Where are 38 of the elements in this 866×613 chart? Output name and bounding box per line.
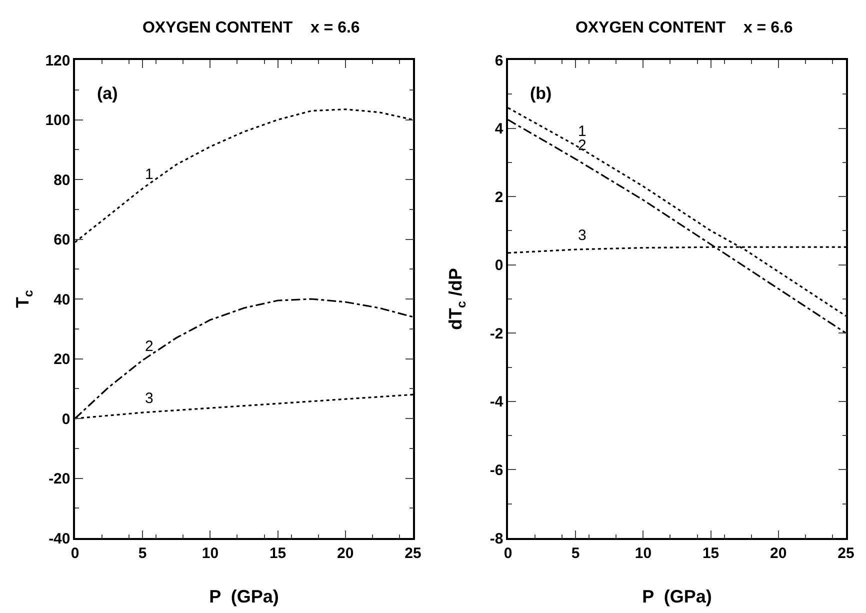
y-tick-label: -2 — [490, 325, 504, 342]
series-label: 2 — [145, 338, 154, 355]
y-tick-label: 0 — [494, 257, 504, 274]
annotation: (a) — [97, 84, 118, 103]
y-tick-label: 4 — [494, 120, 504, 138]
y-tick-label: 2 — [494, 188, 504, 206]
annotation: (b) — [530, 84, 552, 103]
chart-title: OXYGEN CONTENT x = 6.6 — [142, 20, 360, 37]
y-tick-label: 120 — [45, 52, 70, 70]
y-tick-label: -6 — [490, 462, 504, 479]
x-tick-label: 15 — [269, 544, 286, 562]
series-label: 1 — [145, 166, 154, 183]
y-tick-label: -4 — [490, 394, 504, 411]
y-tick-label: 40 — [54, 291, 70, 308]
series-label: 3 — [578, 227, 586, 244]
y-tick-label: 60 — [54, 232, 70, 248]
x-tick-label: 5 — [571, 544, 580, 562]
y-tick-label: -20 — [48, 470, 70, 488]
series-label: 1 — [578, 123, 586, 140]
x-tick-label: 10 — [634, 544, 652, 562]
y-tick-label: 100 — [45, 112, 70, 129]
x-tick-label: 25 — [838, 544, 854, 562]
chart-title: OXYGEN CONTENT x = 6.6 — [575, 20, 793, 37]
x-axis-title: P (GPa) — [209, 586, 279, 606]
series-label: 3 — [145, 390, 154, 407]
x-tick-label: 5 — [138, 544, 147, 562]
x-axis-title: P (GPa) — [642, 586, 712, 606]
y-tick-label: -8 — [490, 530, 504, 548]
y-tick-label: 20 — [54, 351, 70, 368]
x-tick-label: 25 — [404, 544, 422, 562]
y-tick-label: 80 — [54, 172, 70, 189]
x-tick-label: 20 — [337, 544, 354, 562]
x-tick-label: 10 — [202, 544, 219, 562]
y-tick-label: 6 — [494, 52, 504, 70]
x-tick-label: 20 — [770, 544, 787, 562]
x-tick-label: 15 — [702, 544, 720, 562]
y-tick-label: 0 — [62, 410, 70, 428]
y-tick-label: -40 — [48, 530, 70, 548]
